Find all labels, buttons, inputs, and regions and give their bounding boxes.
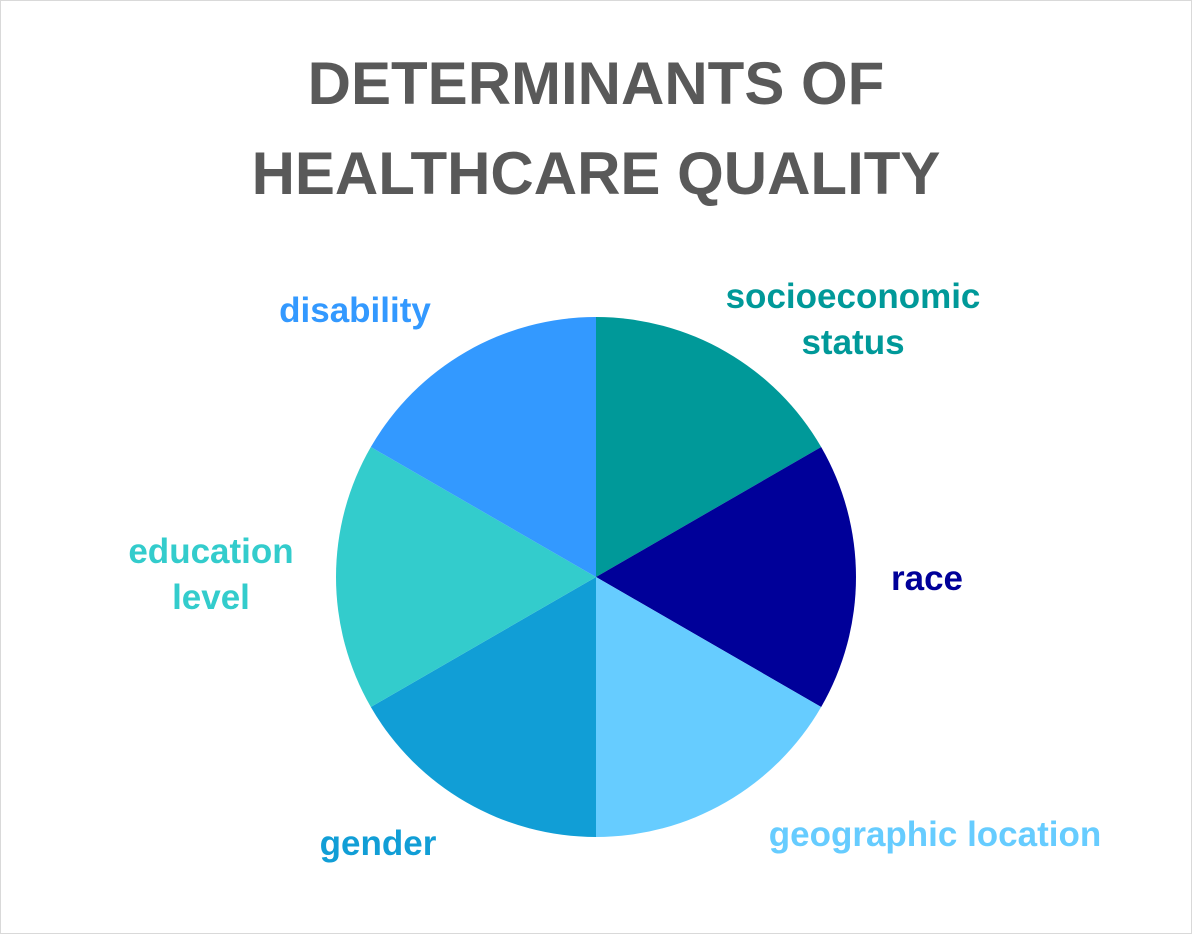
slice-label-line: level [172,578,250,617]
slice-label-line: geographic location [769,815,1102,854]
slice-label-disability: disability [279,291,431,330]
pie-slice-socioeconomic-status [596,317,822,577]
pie-slice-disability [370,317,596,577]
slice-label-race: race [891,559,963,598]
slice-label-line: gender [320,824,437,863]
slice-label-socioeconomic-status: socioeconomic status [726,277,981,362]
pie-slice-geographic-location [596,577,822,837]
pie-slice-gender [370,577,596,838]
pie-slice-race [596,447,856,707]
slice-label-line: disability [279,291,431,330]
chart-title-line-1: DETERMINANTS OF [307,50,885,117]
slice-label-line: education [128,532,293,571]
slice-label-line: status [801,323,904,362]
chart-title-line-2: HEALTHCARE QUALITY [251,140,941,207]
pie-slice-education-level [336,447,596,707]
slice-label-line: race [891,559,963,598]
slice-label-geographic-location: geographic location [769,815,1102,854]
slice-label-education-level: education level [128,532,293,617]
slice-label-line: socioeconomic [726,277,981,316]
slice-label-gender: gender [320,824,437,863]
